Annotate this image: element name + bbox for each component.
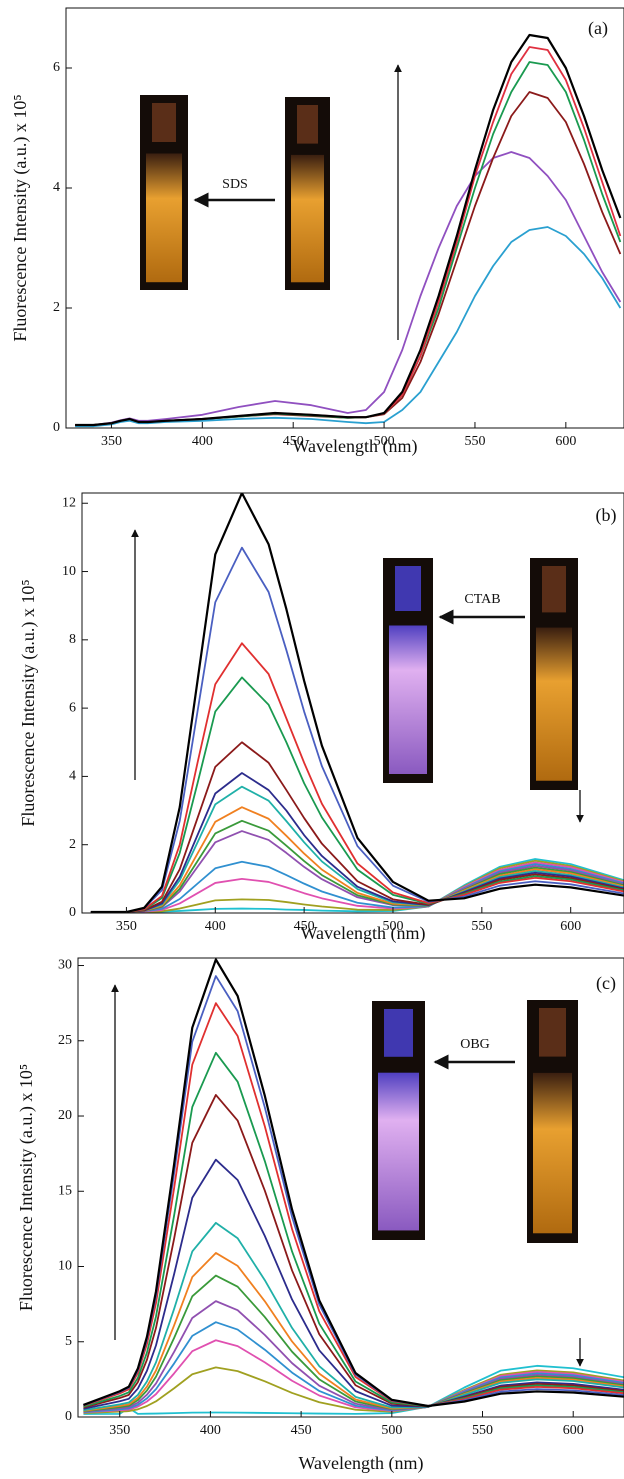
x-tick-label: 550 [471, 919, 492, 934]
vial-cap [542, 566, 566, 613]
spectrum-line [83, 1366, 624, 1414]
y-tick-label: 20 [58, 1108, 72, 1123]
x-tick-label: 350 [101, 434, 122, 449]
spectrum-line [90, 860, 624, 913]
vial-cap [384, 1009, 413, 1057]
vial-cap [297, 105, 318, 144]
spectrum-line [83, 1321, 624, 1414]
spectrum-line [90, 741, 624, 913]
x-tick-label: 600 [560, 919, 581, 934]
y-tick-label: 4 [69, 769, 76, 784]
spectrum-line [83, 1339, 624, 1414]
spectrum-line [83, 1252, 624, 1412]
spectrum-line [83, 1364, 624, 1415]
x-tick-label: 400 [192, 434, 213, 449]
vial [536, 627, 572, 781]
y-tick-label: 8 [69, 632, 76, 647]
x-axis-title: Wavelength (nm) [298, 1453, 423, 1474]
spectrum-line [90, 546, 624, 913]
x-tick-label: 600 [563, 1423, 584, 1438]
x-axis-title: Wavelength (nm) [300, 923, 425, 944]
vial-cap [152, 103, 176, 142]
y-tick-label: 0 [69, 905, 76, 920]
panel-label: (b) [596, 505, 617, 526]
spectrum-line [83, 1158, 624, 1410]
x-tick-label: 450 [283, 434, 304, 449]
vial [533, 1072, 572, 1234]
y-tick-label: 6 [53, 60, 60, 75]
y-tick-label: 10 [58, 1259, 72, 1274]
plot-area [90, 493, 624, 913]
plot-frame [81, 492, 624, 914]
spectrum-line [83, 958, 624, 1408]
y-tick-label: 30 [58, 958, 72, 973]
x-tick-label: 550 [464, 434, 485, 449]
plot-frame [65, 7, 624, 429]
x-tick-label: 400 [200, 1423, 221, 1438]
inset-label: SDS [222, 177, 248, 192]
spectrum-line [83, 1300, 624, 1413]
y-tick-label: 2 [69, 837, 76, 852]
x-tick-label: 500 [382, 919, 403, 934]
y-axis-title: Fluorescence Intensity (a.u.) x 10⁵ [16, 1064, 37, 1311]
spectrum-line [75, 33, 622, 427]
spectrum-line [83, 1002, 624, 1407]
spectrum-line [83, 1274, 624, 1413]
y-tick-label: 12 [62, 495, 76, 510]
x-axis-title: Wavelength (nm) [292, 436, 417, 457]
x-tick-label: 350 [116, 919, 137, 934]
x-tick-label: 450 [294, 919, 315, 934]
spectrum-line [75, 226, 622, 428]
y-tick-label: 6 [69, 700, 76, 715]
vial [389, 625, 427, 774]
x-tick-label: 400 [205, 919, 226, 934]
spectrum-line [90, 861, 624, 913]
panel-label: (a) [588, 18, 608, 39]
y-axis-title: Fluorescence Intensity (a.u.) x 10⁵ [10, 94, 31, 341]
spectrum-line [90, 859, 624, 913]
spectrum-line [90, 806, 624, 913]
inset-label: OBG [460, 1037, 490, 1052]
spectrum-line [90, 772, 624, 913]
x-tick-label: 500 [381, 1423, 402, 1438]
plot-area [75, 33, 622, 428]
y-tick-label: 25 [58, 1033, 72, 1048]
x-tick-label: 600 [555, 434, 576, 449]
spectrum-line [83, 1051, 624, 1408]
panel-label: (c) [596, 973, 616, 994]
vial [146, 153, 182, 283]
spectrum-line [90, 493, 624, 913]
vial-cap [395, 566, 421, 611]
y-tick-label: 2 [53, 300, 60, 315]
spectrum-line [90, 676, 624, 913]
y-tick-label: 5 [65, 1334, 72, 1349]
plot-area [83, 958, 624, 1415]
y-tick-label: 15 [58, 1183, 72, 1198]
y-tick-label: 4 [53, 180, 60, 195]
spectrum-line [90, 819, 624, 913]
x-tick-label: 450 [291, 1423, 312, 1438]
vial [291, 154, 324, 283]
y-tick-label: 0 [65, 1409, 72, 1424]
vial [378, 1072, 419, 1231]
y-tick-label: 0 [53, 420, 60, 435]
y-tick-label: 10 [62, 564, 76, 579]
x-tick-label: 350 [109, 1423, 130, 1438]
spectrum-line [83, 1094, 624, 1409]
spectrum-line [83, 1221, 624, 1412]
y-axis-title: Fluorescence Intensity (a.u.) x 10⁵ [18, 579, 39, 826]
spectrum-line [90, 642, 624, 913]
plot-frame [77, 957, 624, 1418]
x-tick-label: 500 [374, 434, 395, 449]
x-tick-label: 550 [472, 1423, 493, 1438]
inset-label: CTAB [464, 592, 500, 607]
vial-cap [539, 1008, 566, 1057]
